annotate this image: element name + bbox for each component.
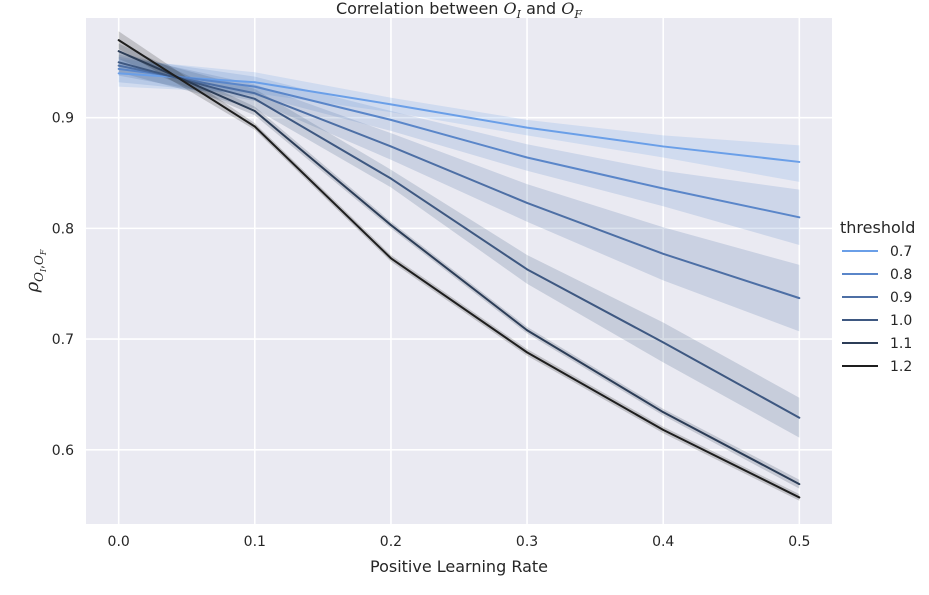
legend-label-1.0: 1.0 [890, 313, 912, 329]
data-point-1.1 [798, 483, 801, 485]
data-point-0.7 [798, 161, 801, 163]
title-var1: O [504, 0, 517, 18]
y-axis-ticks: 0.6 0.7 0.8 0.9 [52, 111, 74, 459]
x-tick-label: 0.3 [516, 534, 538, 550]
x-tick-label: 0.1 [244, 534, 266, 550]
data-point-1.2 [117, 39, 120, 41]
x-axis-ticks: 0.0 0.1 0.2 0.3 0.4 0.5 [108, 534, 811, 550]
data-point-0.9 [254, 92, 256, 95]
ci-band-0.7 [118, 58, 800, 182]
x-tick-label: 0.5 [788, 534, 810, 550]
series-line-0.8 [117, 67, 801, 219]
series-line-1.2 [117, 39, 801, 499]
y-tick-label: 0.8 [52, 221, 74, 237]
y-tick-label: 0.9 [52, 111, 74, 127]
data-point-0.7 [254, 81, 256, 84]
data-point-1.0 [254, 98, 256, 100]
data-point-0.8 [662, 187, 664, 190]
data-point-1.0 [390, 177, 392, 180]
data-point-1.1 [254, 110, 256, 112]
series-line-1.1 [117, 50, 801, 486]
legend-label-1.2: 1.2 [890, 359, 912, 375]
data-point-0.9 [526, 202, 528, 204]
data-point-0.9 [117, 64, 120, 67]
legend-title: threshold [840, 218, 915, 237]
x-tick-label: 0.4 [652, 534, 674, 550]
x-tick-label: 0.2 [380, 534, 402, 550]
data-point-0.7 [390, 103, 392, 106]
data-point-1.1 [662, 411, 664, 413]
series-line-1.0 [117, 61, 801, 419]
ci-band-0.9 [118, 54, 800, 332]
data-point-0.9 [390, 145, 392, 148]
chart-title: Correlation between OI and OF [336, 0, 582, 21]
data-point-1.0 [117, 61, 120, 64]
gridlines [86, 18, 832, 524]
legend-label-0.7: 0.7 [890, 244, 912, 260]
y-tick-label: 0.6 [52, 443, 74, 459]
data-point-0.8 [390, 119, 392, 121]
series-line-0.7 [117, 72, 801, 163]
data-point-1.0 [798, 416, 801, 419]
data-point-0.8 [117, 68, 120, 70]
data-point-1.0 [662, 341, 664, 344]
legend-label-0.9: 0.9 [890, 290, 912, 306]
ci-band-0.8 [118, 56, 800, 245]
series-line-0.9 [117, 64, 801, 300]
data-point-0.8 [526, 156, 528, 159]
data-point-1.2 [798, 496, 801, 499]
data-point-0.9 [798, 297, 801, 299]
data-point-1.1 [117, 50, 120, 53]
data-point-0.7 [526, 126, 528, 129]
ci-band-1.0 [118, 52, 800, 438]
series-lines [117, 39, 801, 499]
legend: threshold 0.7 0.8 0.9 1.0 1.1 1.2 [840, 218, 915, 375]
data-point-1.2 [526, 351, 528, 354]
data-point-1.2 [390, 257, 392, 260]
plot-area [86, 18, 832, 524]
legend-label-1.1: 1.1 [890, 336, 912, 352]
x-tick-label: 0.0 [108, 534, 130, 550]
x-axis-label: Positive Learning Rate [370, 557, 548, 576]
data-point-1.2 [254, 125, 256, 128]
legend-label-0.8: 0.8 [890, 267, 912, 283]
data-point-0.9 [662, 253, 664, 255]
data-point-1.1 [526, 329, 528, 332]
y-axis-label: ρOI,OF [22, 249, 48, 293]
data-point-1.1 [390, 224, 392, 226]
data-point-0.7 [662, 145, 664, 148]
data-point-0.7 [117, 72, 120, 75]
data-point-0.8 [798, 216, 801, 219]
data-point-1.0 [526, 268, 528, 271]
title-var2: O [561, 0, 574, 18]
data-point-1.2 [662, 429, 664, 431]
data-point-0.8 [254, 85, 256, 88]
y-tick-label: 0.7 [52, 332, 74, 348]
